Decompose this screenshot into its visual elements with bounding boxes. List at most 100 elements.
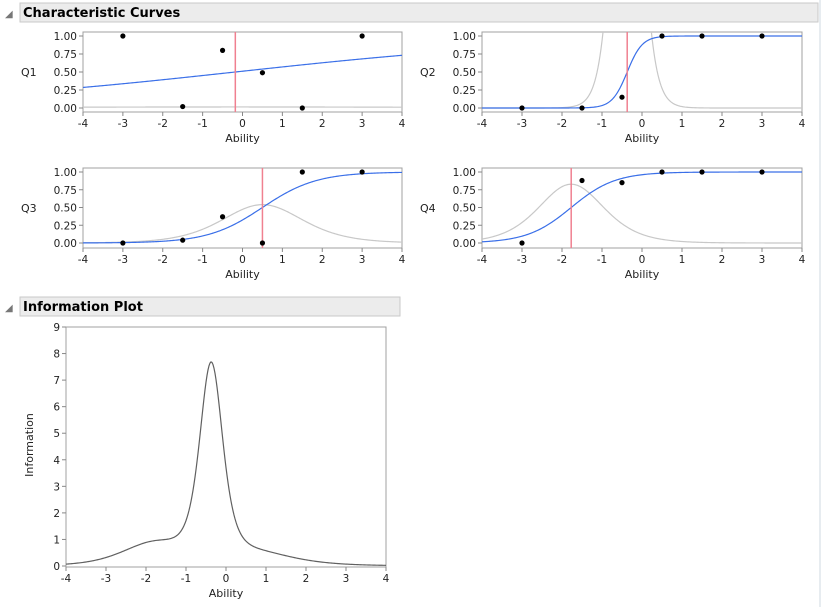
x-tick-label: 2 bbox=[719, 118, 726, 130]
y-tick-label: 8 bbox=[53, 349, 60, 361]
y-axis-label: Q4 bbox=[420, 202, 436, 215]
x-tick-label: 2 bbox=[319, 118, 326, 130]
x-tick-label: 0 bbox=[223, 573, 230, 585]
y-tick-label: 0.75 bbox=[54, 185, 77, 197]
x-tick-label: -3 bbox=[517, 118, 527, 130]
x-axis-label: Ability bbox=[225, 132, 260, 145]
x-tick-label: 2 bbox=[319, 254, 326, 266]
plot-q2: -4 -3 -2 -1 0 1 2 3 4 0.00 0.25 0.50 0.75 1.00 Ability… bbox=[420, 31, 806, 145]
plot-information: -4 -3 -2 -1 0 1 2 3 4 0 1 2 3 4 5 6 7 8 9 Ability Informatio… bbox=[23, 322, 390, 600]
item-characteristic-curve bbox=[482, 171, 802, 243]
plot-frame bbox=[82, 31, 403, 113]
x-axis-label: Ability bbox=[625, 268, 660, 281]
data-point bbox=[699, 169, 705, 175]
information-plot-header[interactable]: ◢ Information Plot bbox=[5, 296, 401, 317]
plot-q4: -4 -3 -2 -1 0 1 2 3 4 0.00 0.25 0.50 0.75 1.00 Ability… bbox=[420, 167, 806, 281]
data-point bbox=[699, 33, 705, 39]
x-tick-label: -2 bbox=[557, 254, 567, 266]
x-tick-label: -2 bbox=[141, 573, 151, 585]
x-tick-label: -2 bbox=[557, 118, 567, 130]
data-point bbox=[659, 33, 665, 39]
data-point bbox=[579, 105, 585, 111]
plot-frame bbox=[481, 167, 803, 249]
x-axis-label: Ability bbox=[209, 587, 244, 600]
data-point bbox=[579, 177, 585, 184]
item-information-curve bbox=[83, 204, 402, 244]
y-tick-label: 0.75 bbox=[453, 185, 476, 197]
x-tick-label: -4 bbox=[477, 118, 488, 130]
y-tick-label: 0.75 bbox=[453, 49, 476, 61]
x-tick-label: 0 bbox=[639, 118, 646, 130]
x-tick-label: 1 bbox=[279, 254, 286, 266]
item-characteristic-curve bbox=[83, 171, 402, 244]
x-tick-label: -4 bbox=[78, 118, 89, 130]
y-tick-label: 9 bbox=[53, 322, 60, 334]
y-tick-label: 0.50 bbox=[453, 203, 476, 215]
x-tick-label: -3 bbox=[118, 118, 128, 130]
x-tick-label: 1 bbox=[679, 254, 686, 266]
disclosure-triangle-icon[interactable]: ◢ bbox=[5, 303, 13, 314]
item-characteristic-curve bbox=[83, 54, 402, 89]
x-tick-label: -4 bbox=[61, 573, 72, 585]
x-tick-label: 3 bbox=[759, 254, 766, 266]
y-tick-label: 3 bbox=[53, 481, 60, 493]
disclosure-triangle-icon[interactable]: ◢ bbox=[5, 9, 13, 20]
data-point bbox=[299, 169, 305, 175]
x-tick-label: -1 bbox=[597, 118, 607, 130]
x-tick-label: -1 bbox=[197, 118, 207, 130]
section-title: Information Plot bbox=[23, 300, 143, 315]
x-axis-label: Ability bbox=[625, 132, 660, 145]
data-point bbox=[759, 33, 765, 39]
y-tick-label: 7 bbox=[53, 375, 60, 387]
x-tick-label: 3 bbox=[359, 254, 366, 266]
y-tick-label: 0.00 bbox=[453, 238, 476, 250]
data-point bbox=[519, 105, 525, 111]
x-tick-label: 3 bbox=[343, 573, 350, 585]
x-tick-label: -2 bbox=[158, 118, 168, 130]
y-tick-label: 1.00 bbox=[453, 167, 476, 179]
y-axis-label: Information bbox=[23, 413, 36, 477]
y-tick-label: 2 bbox=[53, 508, 60, 520]
x-tick-label: 4 bbox=[799, 254, 806, 266]
x-axis-label: Ability bbox=[225, 268, 260, 281]
x-tick-label: 2 bbox=[719, 254, 726, 266]
data-point bbox=[359, 33, 365, 39]
plot-frame bbox=[82, 167, 403, 249]
test-information-curve bbox=[65, 361, 387, 566]
data-point bbox=[359, 169, 365, 175]
x-tick-label: -4 bbox=[477, 254, 488, 266]
y-tick-label: 1.00 bbox=[453, 31, 476, 43]
y-tick-label: 0.75 bbox=[54, 49, 77, 61]
x-tick-label: -3 bbox=[118, 254, 128, 266]
y-tick-label: 0.25 bbox=[54, 220, 77, 232]
y-tick-label: 0.00 bbox=[54, 238, 77, 250]
x-tick-label: 0 bbox=[639, 254, 646, 266]
x-tick-label: 4 bbox=[399, 254, 406, 266]
x-tick-label: 4 bbox=[799, 118, 806, 130]
plot-frame bbox=[481, 31, 803, 113]
y-tick-label: 4 bbox=[53, 455, 60, 467]
data-point bbox=[180, 237, 186, 243]
y-tick-label: 0.25 bbox=[453, 85, 476, 97]
x-tick-label: 0 bbox=[239, 254, 246, 266]
characteristic-curves-header[interactable]: ◢ Characteristic Curves bbox=[5, 2, 819, 23]
y-tick-label: 1 bbox=[53, 534, 60, 546]
y-tick-label: 6 bbox=[53, 402, 60, 414]
x-tick-label: 4 bbox=[399, 118, 406, 130]
data-point bbox=[180, 103, 186, 110]
y-tick-label: 0.25 bbox=[453, 220, 476, 232]
y-tick-label: 1.00 bbox=[54, 167, 77, 179]
data-point bbox=[659, 169, 665, 175]
y-tick-label: 0.00 bbox=[453, 103, 476, 115]
data-point bbox=[619, 94, 625, 100]
data-point bbox=[519, 240, 525, 246]
plot-q3: -4 -3 -2 -1 0 1 2 3 4 0.00 0.25 0.50 0.75 1.00 Ability… bbox=[21, 167, 406, 281]
y-tick-label: 0.50 bbox=[453, 67, 476, 79]
data-point bbox=[120, 240, 126, 246]
section-title: Characteristic Curves bbox=[23, 6, 180, 21]
data-point bbox=[259, 70, 266, 76]
y-tick-label: 0.50 bbox=[54, 67, 77, 79]
x-tick-label: -3 bbox=[101, 573, 111, 585]
x-tick-label: 2 bbox=[303, 573, 310, 585]
x-tick-label: -1 bbox=[181, 573, 191, 585]
